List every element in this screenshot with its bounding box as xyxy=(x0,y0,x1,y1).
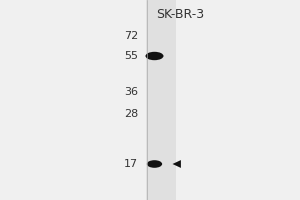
Bar xyxy=(146,0,176,200)
Polygon shape xyxy=(172,160,181,168)
Text: 28: 28 xyxy=(124,109,138,119)
Ellipse shape xyxy=(146,52,164,60)
Text: 17: 17 xyxy=(124,159,138,169)
Text: SK-BR-3: SK-BR-3 xyxy=(156,8,204,21)
Text: 36: 36 xyxy=(124,87,138,97)
Ellipse shape xyxy=(147,160,162,168)
Text: 55: 55 xyxy=(124,51,138,61)
Text: 72: 72 xyxy=(124,31,138,41)
